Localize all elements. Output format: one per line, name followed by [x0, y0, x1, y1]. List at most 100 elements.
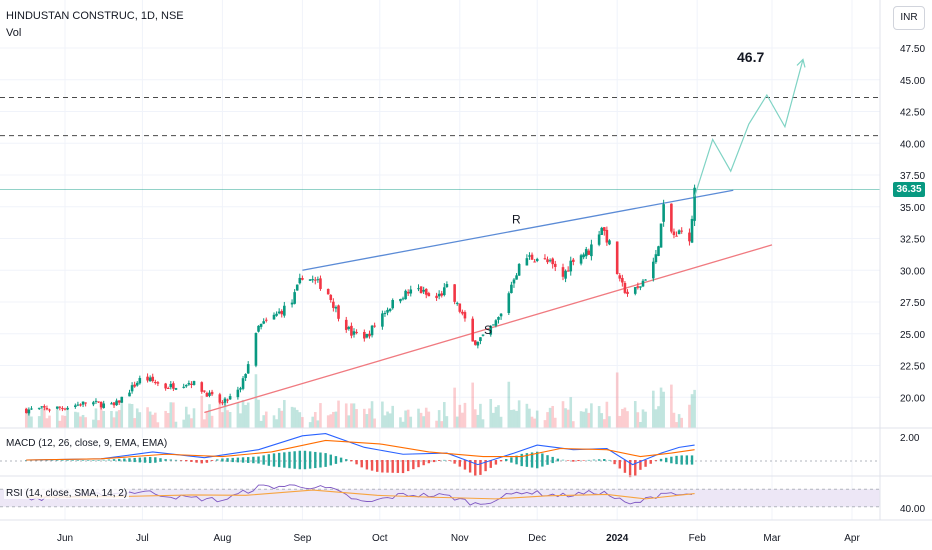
volume-bar [621, 408, 624, 428]
candle [295, 284, 299, 291]
candle [471, 318, 474, 342]
volume-bar [564, 408, 567, 428]
macd-hist-bar [623, 460, 627, 473]
candle [419, 286, 423, 294]
candle [479, 337, 482, 342]
projection-arrowhead [796, 58, 806, 68]
macd-hist-bar [128, 458, 131, 462]
volume-bar [572, 421, 575, 428]
macd-hist-bar [288, 451, 291, 469]
volume-bar [530, 416, 534, 428]
candle [182, 386, 185, 388]
macd-hist-bar [61, 460, 64, 461]
macd-hist-bar [628, 460, 632, 478]
volume-bar [115, 411, 118, 428]
macd-hist-bar [303, 450, 307, 470]
volume-bar [566, 409, 570, 428]
volume-bar [401, 421, 405, 428]
volume-bar [135, 408, 139, 428]
volume-bar [437, 410, 441, 428]
macd-hist-bar [334, 456, 338, 464]
candle [172, 383, 175, 389]
macd-hist-bar [654, 460, 658, 461]
candle [352, 331, 356, 335]
volume-bar [337, 400, 340, 428]
volume-bar [102, 410, 106, 428]
signal-line [26, 439, 695, 461]
volume-bar [623, 407, 627, 428]
volume-bar [553, 417, 557, 428]
macd-hist-bar [283, 452, 286, 468]
macd-hist-bar [226, 458, 229, 462]
volume-bar [507, 381, 511, 428]
volume-bar [236, 402, 240, 428]
volume-bar [479, 403, 482, 428]
candle [476, 341, 480, 346]
volume-bar [24, 407, 28, 428]
candle [190, 383, 193, 385]
volume-bar [295, 409, 299, 428]
volume-bar [597, 406, 601, 428]
candle [461, 311, 464, 314]
currency-button[interactable]: INR [893, 6, 925, 30]
candle [148, 377, 152, 382]
volume-bar [239, 413, 242, 428]
candle [525, 258, 529, 266]
macd-hist-bar [680, 455, 683, 465]
candle [427, 293, 431, 297]
candle [133, 384, 136, 387]
candle [110, 403, 113, 405]
candle [112, 402, 116, 406]
macd-hist-bar [190, 460, 193, 462]
candle [45, 408, 49, 410]
macd-hist-bar [345, 459, 348, 461]
volume-bar [680, 417, 683, 428]
candle [344, 319, 348, 330]
volume-bar [391, 405, 395, 428]
candle [337, 305, 340, 319]
candle [530, 254, 534, 260]
volume-bar [636, 412, 640, 428]
candle [621, 277, 624, 283]
candle [677, 230, 681, 235]
volume-bar [584, 408, 588, 428]
volume-bar [587, 412, 591, 428]
volume-bar [688, 404, 691, 428]
volume-bar [471, 382, 474, 428]
macd-hist-bar [458, 460, 461, 467]
volume-bar [301, 417, 304, 428]
candle [548, 260, 552, 262]
candle [316, 279, 320, 281]
volume-bar [208, 404, 211, 428]
candle [130, 385, 134, 392]
volume-bar [45, 418, 49, 428]
candle [453, 284, 456, 302]
macd-hist-bar [432, 460, 436, 463]
volume-bar [381, 401, 384, 428]
macd-pane [0, 432, 880, 478]
candle [569, 260, 573, 272]
resistance-line [302, 189, 734, 271]
candle [97, 401, 100, 403]
macd-hist-bar [112, 459, 116, 461]
candle [102, 403, 106, 408]
volume-bar [151, 414, 155, 428]
volume-bar [43, 408, 46, 428]
candle [241, 378, 245, 389]
volume-bar [590, 403, 593, 428]
candle [636, 286, 640, 288]
candle [654, 254, 658, 263]
macd-hist-bar [133, 457, 136, 463]
candle [326, 288, 330, 295]
volume-bar [370, 401, 374, 428]
candle [458, 303, 462, 312]
volume-bar [228, 411, 232, 428]
volume-bar [154, 412, 157, 428]
macd-hist-bar [370, 460, 374, 471]
macd-hist-bar [25, 460, 28, 461]
macd-hist-bar [530, 452, 534, 468]
volume-bar [66, 408, 69, 428]
candle [370, 325, 374, 336]
volume-bar [76, 412, 80, 428]
